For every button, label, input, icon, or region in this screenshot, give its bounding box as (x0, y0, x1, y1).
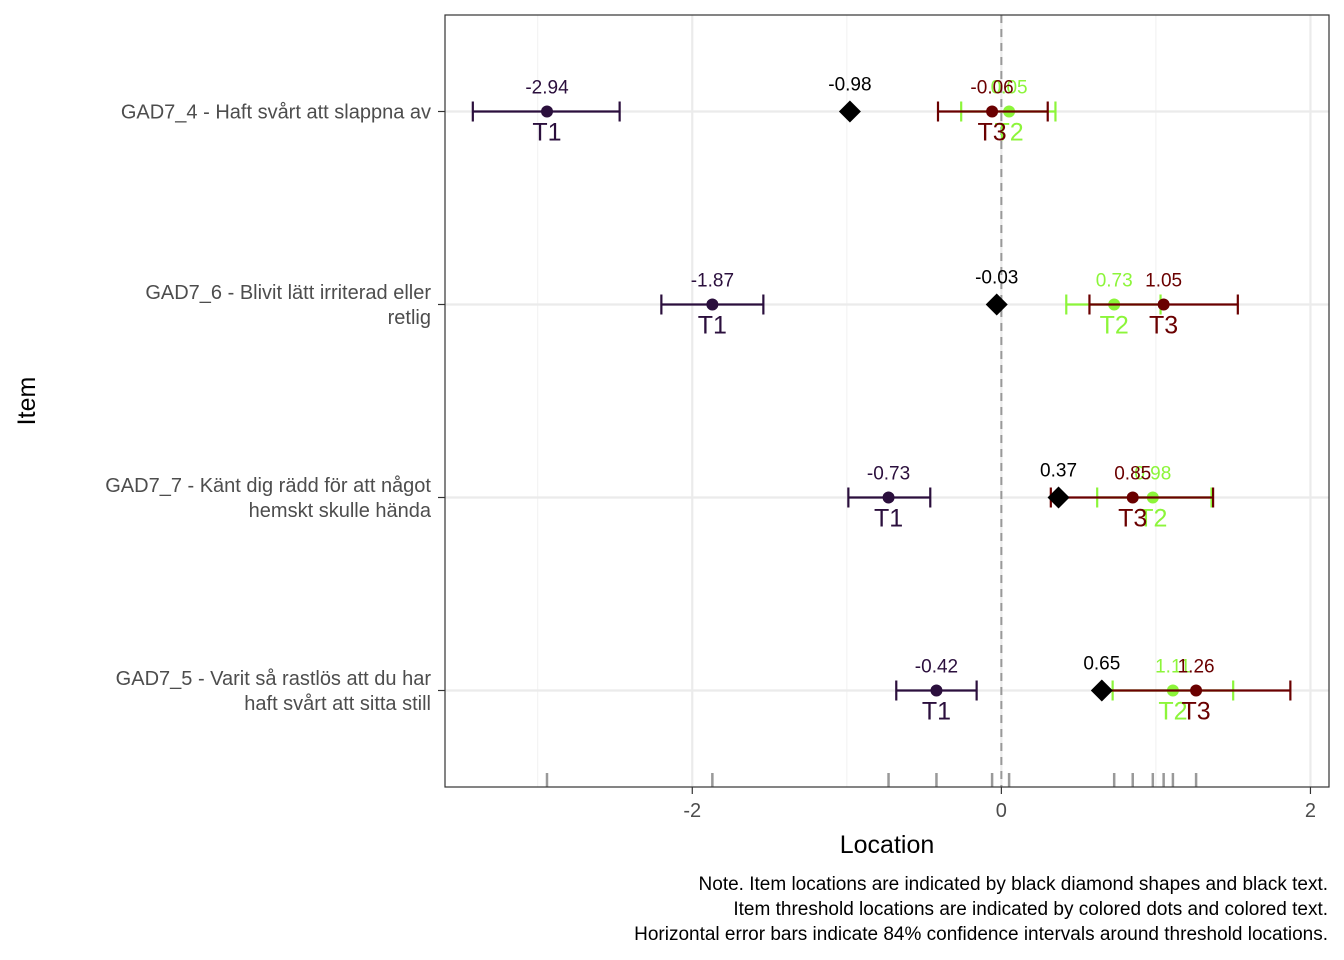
item-location-diamond (1047, 486, 1070, 509)
threshold-value-label: 0.73 (1096, 271, 1133, 292)
y-axis-title: Item (13, 377, 41, 426)
marks-layer: -0.42 T1 1.11 T2 1.26 T3 0.65 -0.73 T1 0.98 T2 0.85… (471, 15, 1292, 787)
y-tick-label: GAD7_4 - Haft svårt att slappna av (121, 102, 431, 124)
threshold-value-label: 0.05 (991, 78, 1028, 99)
y-tick-label: retlig (388, 307, 431, 329)
y-tick-label: hemskt skulle hända (249, 500, 432, 522)
threshold-point (706, 298, 719, 311)
threshold-point (541, 105, 553, 118)
threshold-point (986, 105, 999, 118)
item-row: -1.87 T1 0.73 T2 1.05 T3 -0.03 (660, 268, 1239, 340)
threshold-point (1157, 298, 1170, 311)
item-location-label: -0.03 (975, 268, 1018, 289)
y-tick-label: haft svårt att sitta still (244, 693, 431, 715)
item-location-diamond (1090, 679, 1113, 702)
y-tick-label: GAD7_6 - Blivit lätt irriterad eller (145, 282, 431, 304)
threshold-value-label: -0.73 (867, 464, 910, 485)
threshold-point (930, 684, 943, 697)
threshold-value-label: -0.42 (915, 657, 958, 678)
note-line-2: Item threshold locations are indicated b… (733, 899, 1328, 920)
threshold-name-label: T3 (1149, 312, 1178, 340)
threshold-value-label: 0.98 (1134, 464, 1171, 485)
item-location-label: -0.98 (828, 75, 871, 96)
threshold-point (882, 491, 895, 504)
y-tick-label: GAD7_7 - Känt dig rädd för att något (105, 475, 431, 497)
threshold-value-label: -1.87 (691, 271, 734, 292)
threshold-value-label: 1.05 (1145, 271, 1182, 292)
x-tick-label: 2 (1305, 800, 1316, 822)
x-tick-label: 0 (996, 800, 1007, 822)
threshold-point (1190, 684, 1203, 697)
threshold-name-label: T3 (1181, 698, 1210, 726)
x-tick-label: -2 (683, 800, 701, 822)
threshold-name-label: T1 (874, 505, 903, 533)
item-row: -0.73 T1 0.98 T2 0.85 T3 0.37 (847, 461, 1215, 533)
item-location-diamond (838, 100, 861, 123)
threshold-name-label: T3 (977, 119, 1006, 147)
threshold-name-label: T2 (1100, 312, 1129, 340)
item-row: -0.42 T1 1.11 T2 1.26 T3 0.65 (895, 654, 1292, 726)
threshold-value-label: 1.26 (1178, 657, 1215, 678)
item-row: -2.94 T1 0.05 T2 -0.06 T3 -0.98 (471, 75, 1057, 147)
threshold-point (1126, 491, 1139, 504)
threshold-name-label: T1 (922, 698, 951, 726)
threshold-value-label: -0.06 (970, 78, 1013, 99)
rug-layer (545, 773, 1198, 787)
note-line-1: Note. Item locations are indicated by bl… (699, 874, 1328, 895)
threshold-name-label: T1 (532, 119, 561, 147)
x-axis-title: Location (840, 831, 935, 859)
threshold-name-label: T2 (994, 119, 1023, 147)
panel-border (444, 14, 1330, 788)
axis-layer: GAD7_5 - Varit så rastlös att du har haft… (105, 102, 1316, 823)
threshold-name-label: T2 (1158, 698, 1187, 726)
threshold-value-label: 0.85 (1114, 464, 1151, 485)
threshold-name-label: T3 (1118, 505, 1147, 533)
threshold-name-label: T1 (698, 312, 727, 340)
threshold-name-label: T2 (1138, 505, 1167, 533)
y-tick-label: GAD7_5 - Varit så rastlös att du har (116, 668, 432, 690)
item-location-label: 0.65 (1083, 654, 1120, 675)
item-location-diamond (985, 293, 1008, 316)
threshold-value-label: 1.11 (1155, 657, 1191, 678)
threshold-value-label: -2.94 (525, 78, 569, 99)
note-line-3: Horizontal error bars indicate 84% confi… (634, 924, 1328, 945)
chart-note: Note. Item locations are indicated by bl… (634, 874, 1328, 945)
item-location-label: 0.37 (1040, 461, 1077, 482)
